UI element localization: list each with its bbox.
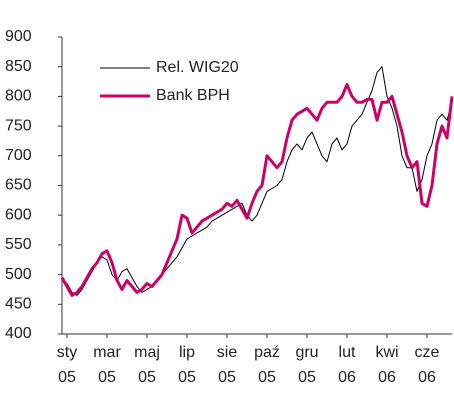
x-tick-label: cze bbox=[415, 344, 440, 361]
y-tick-label: 600 bbox=[5, 206, 32, 223]
x-tick-label: gru bbox=[295, 344, 318, 361]
x-tick-label: mar bbox=[93, 344, 121, 361]
x-tick-label: 05 bbox=[258, 369, 276, 386]
x-tick-label: 05 bbox=[98, 369, 116, 386]
x-tick-label: 06 bbox=[418, 369, 436, 386]
x-tick-label: sty bbox=[57, 344, 77, 361]
x-tick-label: maj bbox=[134, 344, 160, 361]
y-tick-label: 450 bbox=[5, 296, 32, 313]
line-series bbox=[61, 66, 453, 296]
legend-label: Rel. WIG20 bbox=[156, 59, 239, 76]
x-tick-label: paź bbox=[254, 344, 280, 361]
x-tick-label: 05 bbox=[138, 369, 156, 386]
x-tick-label: kwi bbox=[375, 344, 398, 361]
x-tick-label: lut bbox=[339, 344, 356, 361]
legend-label: Bank BPH bbox=[156, 87, 230, 104]
x-tick-label: lip bbox=[179, 344, 195, 361]
y-tick-label: 550 bbox=[5, 236, 32, 253]
y-tick-label: 850 bbox=[5, 58, 32, 75]
line-series bbox=[60, 83, 454, 297]
x-tick-label: 05 bbox=[178, 369, 196, 386]
y-tick-label: 500 bbox=[5, 266, 32, 283]
x-tick-label: 05 bbox=[298, 369, 316, 386]
y-tick-label: 700 bbox=[5, 147, 32, 164]
x-tick-label: 05 bbox=[58, 369, 76, 386]
x-tick-label: 06 bbox=[378, 369, 396, 386]
x-tick-label: sie bbox=[217, 344, 238, 361]
y-tick-label: 750 bbox=[5, 117, 32, 134]
y-tick-label: 400 bbox=[5, 325, 32, 342]
x-tick-label: 06 bbox=[338, 369, 356, 386]
y-tick-label: 800 bbox=[5, 88, 32, 105]
y-tick-label: 900 bbox=[5, 28, 32, 45]
y-tick-label: 650 bbox=[5, 177, 32, 194]
x-tick-label: 05 bbox=[218, 369, 236, 386]
